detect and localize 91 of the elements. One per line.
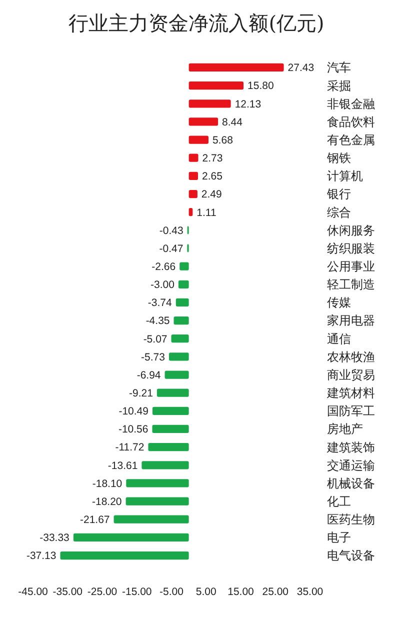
- y-tick-label: 计算机: [327, 169, 363, 184]
- data-label: -13.61: [108, 460, 138, 472]
- bar: [148, 442, 189, 452]
- y-tick-label: 汽车: [327, 60, 351, 75]
- data-label: -33.33: [40, 532, 70, 544]
- data-label: -21.67: [80, 514, 110, 526]
- y-tick-label: 家用电器: [327, 314, 375, 328]
- data-label: -6.94: [136, 369, 161, 382]
- bar: [188, 81, 244, 90]
- y-tick-label: 通信: [327, 332, 351, 346]
- data-label: -18.20: [92, 496, 122, 508]
- data-label: 27.43: [288, 62, 314, 74]
- bar: [156, 388, 189, 397]
- y-tick-label: 公用事业: [327, 260, 375, 274]
- y-tick-label: 农林牧渔: [327, 350, 375, 364]
- data-label: -0.47: [159, 242, 184, 255]
- data-label: -3.74: [148, 297, 172, 310]
- data-label: 12.13: [234, 98, 262, 110]
- bar: [126, 479, 189, 488]
- bar: [188, 172, 198, 180]
- bar: [126, 497, 189, 506]
- y-tick-label: 电气设备: [327, 548, 375, 563]
- y-tick-label: 综合: [327, 205, 351, 220]
- bar: [171, 334, 189, 343]
- x-tick-label: -35.00: [52, 586, 83, 598]
- data-label: -11.72: [115, 442, 144, 454]
- data-label: -0.43: [159, 224, 184, 237]
- y-tick-label: 建筑材料: [326, 386, 375, 400]
- bar: [60, 551, 189, 560]
- x-tick-label: 35.00: [296, 586, 324, 598]
- data-label: -3.00: [150, 279, 175, 292]
- data-label: -5.07: [143, 333, 168, 346]
- data-label: -10.49: [118, 406, 149, 418]
- x-tick-label: 25.00: [262, 586, 289, 598]
- x-tick-label: -25.00: [87, 586, 118, 598]
- y-tick-label: 房地产: [327, 422, 363, 436]
- data-label: 8.44: [222, 116, 243, 128]
- bar: [152, 406, 189, 415]
- x-tick-label: 15.00: [228, 586, 254, 598]
- data-label: -9.21: [128, 388, 154, 400]
- y-tick-label: 医药生物: [327, 512, 375, 527]
- y-tick-label: 电子: [327, 530, 351, 545]
- y-tick-label: 轻工制造: [327, 278, 375, 292]
- data-label: 2.65: [202, 170, 223, 183]
- y-tick-label: 建筑装饰: [326, 440, 375, 454]
- y-tick-label: 国防军工: [327, 404, 375, 418]
- bar: [178, 280, 189, 288]
- data-label: 1.11: [196, 206, 216, 219]
- bar: [73, 533, 189, 542]
- bar: [114, 515, 189, 524]
- y-tick-label: 机械设备: [327, 476, 375, 490]
- y-tick-label: 有色金属: [327, 132, 375, 147]
- data-label: 2.49: [201, 188, 222, 201]
- bar: [164, 370, 189, 379]
- data-label: 15.80: [248, 80, 274, 92]
- y-tick-label: 休闲服务: [327, 223, 375, 238]
- bar: [188, 63, 284, 72]
- bar: [176, 298, 189, 307]
- data-label: 5.68: [212, 134, 234, 146]
- data-label: -18.10: [92, 478, 122, 490]
- y-tick-label: 采掘: [327, 78, 351, 93]
- y-tick-label: 纺织服装: [327, 241, 375, 256]
- y-tick-label: 非银金融: [327, 96, 375, 111]
- data-label: -4.35: [146, 315, 170, 328]
- y-tick-label: 交通运输: [327, 458, 375, 472]
- bar: [188, 118, 218, 126]
- y-tick-label: 银行: [326, 187, 351, 202]
- bar: [180, 262, 189, 270]
- y-tick-label: 商业贸易: [327, 368, 375, 382]
- x-tick-label: -15.00: [122, 586, 152, 598]
- x-tick-label: 5.00: [196, 586, 217, 598]
- x-tick-label: -45.00: [18, 586, 48, 598]
- x-tick-label: -5.00: [160, 586, 184, 598]
- y-tick-label: 传媒: [327, 296, 351, 310]
- y-tick-label: 食品饮料: [327, 114, 375, 129]
- bar: [152, 424, 189, 434]
- bar: [188, 154, 198, 162]
- y-tick-label: 化工: [327, 494, 351, 508]
- data-label: -2.66: [152, 260, 176, 273]
- bar: [188, 190, 198, 198]
- bar: [188, 136, 208, 144]
- y-tick-label: 钢铁: [326, 151, 351, 166]
- bar: [168, 352, 189, 361]
- bar: [188, 100, 231, 108]
- data-label: -10.56: [118, 424, 148, 436]
- chart-title: 行业主力资金净流入额(亿元): [68, 11, 324, 35]
- bar: [142, 461, 189, 470]
- data-label: -37.13: [26, 550, 56, 562]
- data-label: -5.73: [141, 351, 166, 364]
- bar: [174, 316, 189, 325]
- data-label: 2.73: [202, 152, 223, 165]
